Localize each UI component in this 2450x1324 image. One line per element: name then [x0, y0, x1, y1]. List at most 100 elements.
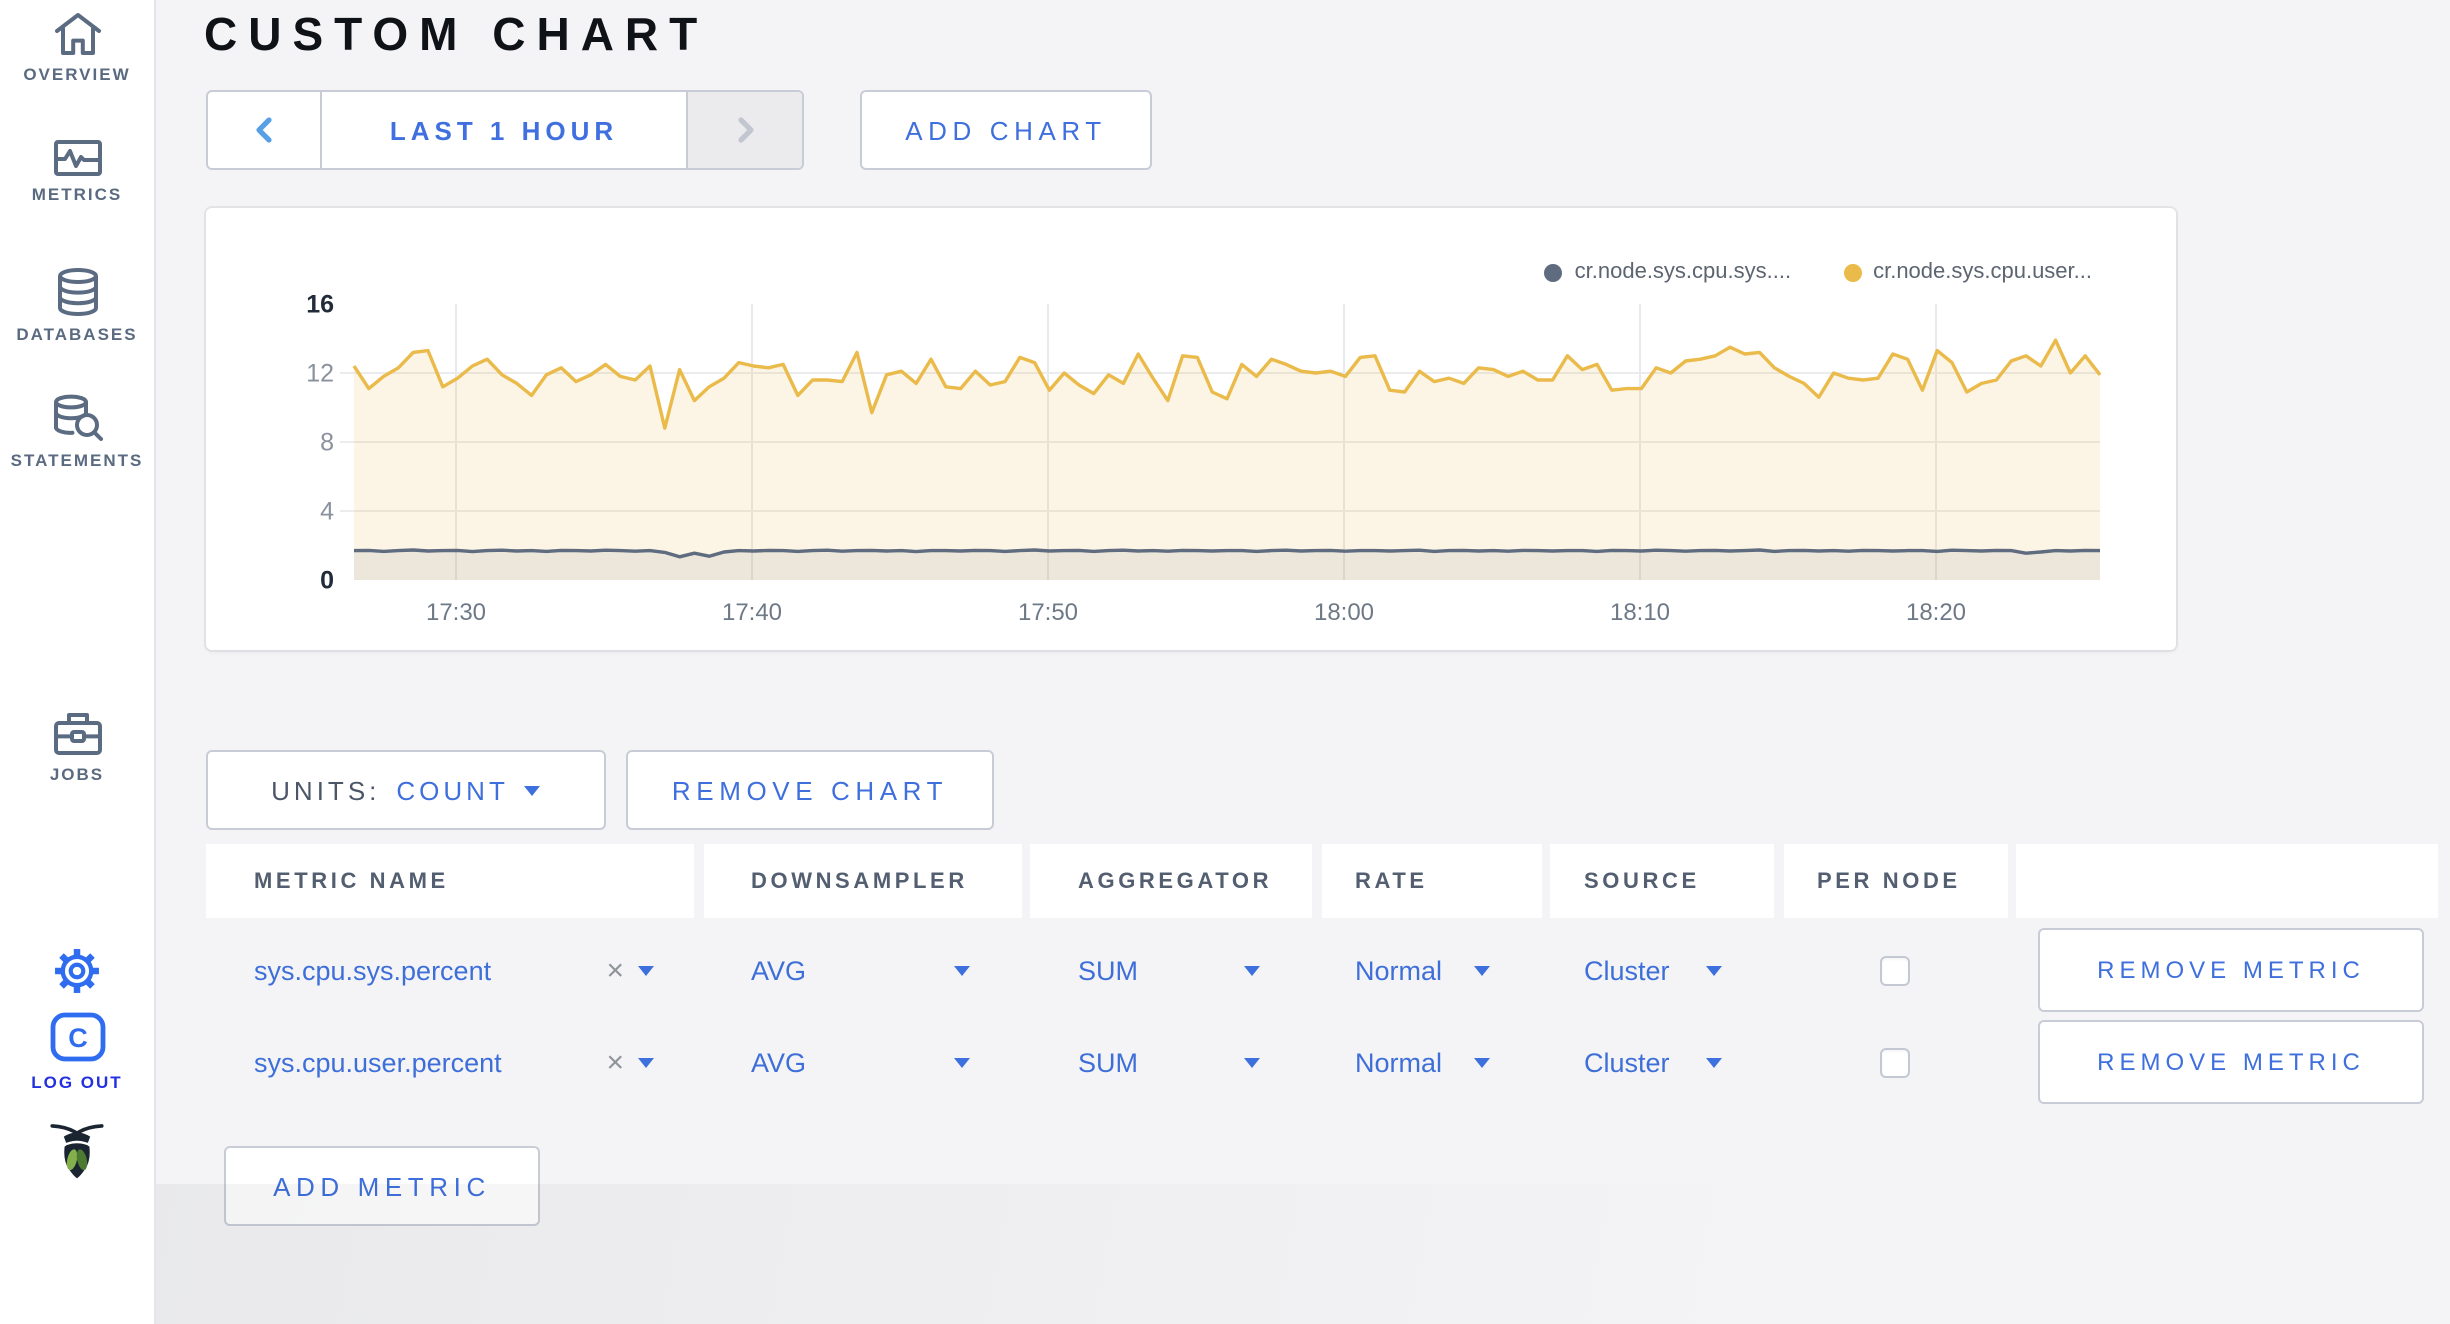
sidebar-item-statements[interactable]: STATEMENTS — [0, 394, 154, 470]
sidebar-item-databases[interactable]: DATABASES — [0, 268, 154, 344]
chart-legend: cr.node.sys.cpu.sys.... cr.node.sys.cpu.… — [1544, 260, 2092, 284]
column-header-downsampler: DOWNSAMPLER — [703, 844, 1021, 918]
remove-metric-label: REMOVE METRIC — [2097, 956, 2365, 984]
metric-row: sys.cpu.user.percent × AVG SUM Normal Cl… — [206, 1016, 2438, 1108]
metric-name-dropdown[interactable]: × — [606, 955, 654, 985]
svg-text:C: C — [67, 1023, 87, 1053]
legend-dot-user-icon — [1843, 263, 1862, 281]
remove-chart-label: REMOVE CHART — [671, 775, 949, 805]
chevron-down-icon — [1706, 965, 1722, 975]
legend-item-sys: cr.node.sys.cpu.sys.... — [1544, 260, 1792, 284]
chevron-down-icon — [1244, 965, 1260, 975]
metric-name-value: sys.cpu.user.percent — [254, 1047, 502, 1077]
column-header-aggregator: AGGREGATOR — [1030, 844, 1312, 918]
add-metric-button[interactable]: ADD METRIC — [224, 1146, 540, 1226]
units-dropdown[interactable]: UNITS: COUNT — [206, 750, 606, 830]
add-metric-label: ADD METRIC — [273, 1171, 491, 1201]
clear-metric-icon[interactable]: × — [606, 953, 624, 987]
per-node-checkbox[interactable] — [1880, 955, 1910, 985]
time-range-prev-button[interactable] — [208, 92, 320, 168]
metrics-table-header: METRIC NAME DOWNSAMPLER AGGREGATOR RATE … — [206, 844, 2438, 918]
svg-text:17:40: 17:40 — [722, 599, 782, 626]
rate-dropdown[interactable]: Normal — [1321, 1016, 1541, 1108]
downsampler-value: AVG — [751, 955, 807, 985]
clear-metric-icon[interactable]: × — [606, 1045, 624, 1079]
chevron-down-icon — [524, 785, 541, 795]
database-icon — [55, 268, 99, 316]
time-range-next-button[interactable] — [688, 92, 802, 168]
chevron-down-icon — [1244, 1057, 1260, 1067]
gear-icon — [54, 948, 100, 994]
sidebar-item-label: OVERVIEW — [23, 64, 131, 84]
chevron-left-icon — [256, 117, 272, 143]
sidebar-item-overview[interactable]: OVERVIEW — [0, 12, 154, 84]
metric-name-value: sys.cpu.sys.percent — [254, 955, 492, 985]
statements-icon — [51, 394, 103, 442]
downsampler-dropdown[interactable]: AVG — [703, 924, 1021, 1016]
svg-text:17:30: 17:30 — [426, 599, 486, 626]
column-header-metric-name: METRIC NAME — [206, 844, 694, 918]
svg-text:17:50: 17:50 — [1018, 599, 1078, 626]
cockroach-logo-icon — [44, 1114, 110, 1184]
per-node-checkbox[interactable] — [1880, 1047, 1910, 1077]
metrics-icon — [53, 140, 101, 176]
source-dropdown[interactable]: Cluster — [1550, 1016, 1774, 1108]
chevron-down-icon — [638, 965, 654, 975]
metric-name-dropdown[interactable]: × — [606, 1047, 654, 1077]
svg-text:18:00: 18:00 — [1314, 599, 1374, 626]
legend-item-user: cr.node.sys.cpu.user... — [1843, 260, 2092, 284]
units-label: UNITS: — [271, 775, 381, 805]
chevron-right-icon — [737, 117, 753, 143]
column-header-rate: RATE — [1321, 844, 1541, 918]
remove-metric-button[interactable]: REMOVE METRIC — [2038, 928, 2424, 1012]
sidebar-item-label: JOBS — [49, 764, 105, 784]
source-value: Cluster — [1584, 1047, 1670, 1077]
time-range-control: LAST 1 HOUR — [206, 90, 804, 170]
time-range-label: LAST 1 HOUR — [389, 115, 619, 145]
chevron-down-icon — [1473, 1057, 1489, 1067]
legend-dot-sys-icon — [1544, 263, 1563, 281]
sidebar-item-settings[interactable] — [0, 948, 154, 994]
aggregator-dropdown[interactable]: SUM — [1030, 1016, 1312, 1108]
logout-icon: C — [49, 1012, 105, 1064]
svg-text:0: 0 — [320, 566, 334, 594]
remove-chart-button[interactable]: REMOVE CHART — [626, 750, 994, 830]
rate-dropdown[interactable]: Normal — [1321, 924, 1541, 1016]
sidebar-item-label: DATABASES — [16, 324, 138, 344]
chevron-down-icon — [1706, 1057, 1722, 1067]
sidebar-item-jobs[interactable]: JOBS — [0, 712, 154, 784]
chart-canvas: 17:30 17:40 17:50 18:00 18:10 18:20 0 4 8 12 16 — [306, 290, 2102, 626]
time-range-dropdown[interactable]: LAST 1 HOUR — [320, 92, 688, 168]
cockroach-logo — [0, 1114, 154, 1184]
rate-value: Normal — [1355, 955, 1443, 985]
source-dropdown[interactable]: Cluster — [1550, 924, 1774, 1016]
sidebar-item-label: METRICS — [31, 184, 123, 204]
chevron-down-icon — [953, 1057, 969, 1067]
column-header-source: SOURCE — [1550, 844, 1774, 918]
metric-row: sys.cpu.sys.percent × AVG SUM Normal Clu… — [206, 924, 2438, 1016]
aggregator-dropdown[interactable]: SUM — [1030, 924, 1312, 1016]
chevron-down-icon — [1473, 965, 1489, 975]
column-header-actions — [2016, 844, 2438, 918]
legend-label-sys: cr.node.sys.cpu.sys.... — [1574, 260, 1792, 284]
svg-text:18:20: 18:20 — [1906, 599, 1966, 626]
page-title: CUSTOM CHART — [204, 8, 709, 60]
svg-text:12: 12 — [306, 359, 334, 387]
svg-text:8: 8 — [320, 428, 334, 456]
legend-label-user: cr.node.sys.cpu.user... — [1873, 260, 2092, 284]
sidebar: OVERVIEW METRICS DATABASE — [0, 0, 156, 1324]
metrics-table: METRIC NAME DOWNSAMPLER AGGREGATOR RATE … — [206, 844, 2438, 1108]
sidebar-item-metrics[interactable]: METRICS — [0, 140, 154, 204]
add-chart-label: ADD CHART — [905, 115, 1107, 145]
source-value: Cluster — [1584, 955, 1670, 985]
remove-metric-button[interactable]: REMOVE METRIC — [2038, 1020, 2424, 1104]
add-chart-button[interactable]: ADD CHART — [860, 90, 1152, 170]
aggregator-value: SUM — [1078, 1047, 1138, 1077]
sidebar-item-logout[interactable]: C LOG OUT — [0, 1012, 154, 1092]
rate-value: Normal — [1355, 1047, 1443, 1077]
downsampler-dropdown[interactable]: AVG — [703, 1016, 1021, 1108]
svg-text:18:10: 18:10 — [1610, 599, 1670, 626]
chevron-down-icon — [953, 965, 969, 975]
units-value: COUNT — [396, 775, 509, 805]
